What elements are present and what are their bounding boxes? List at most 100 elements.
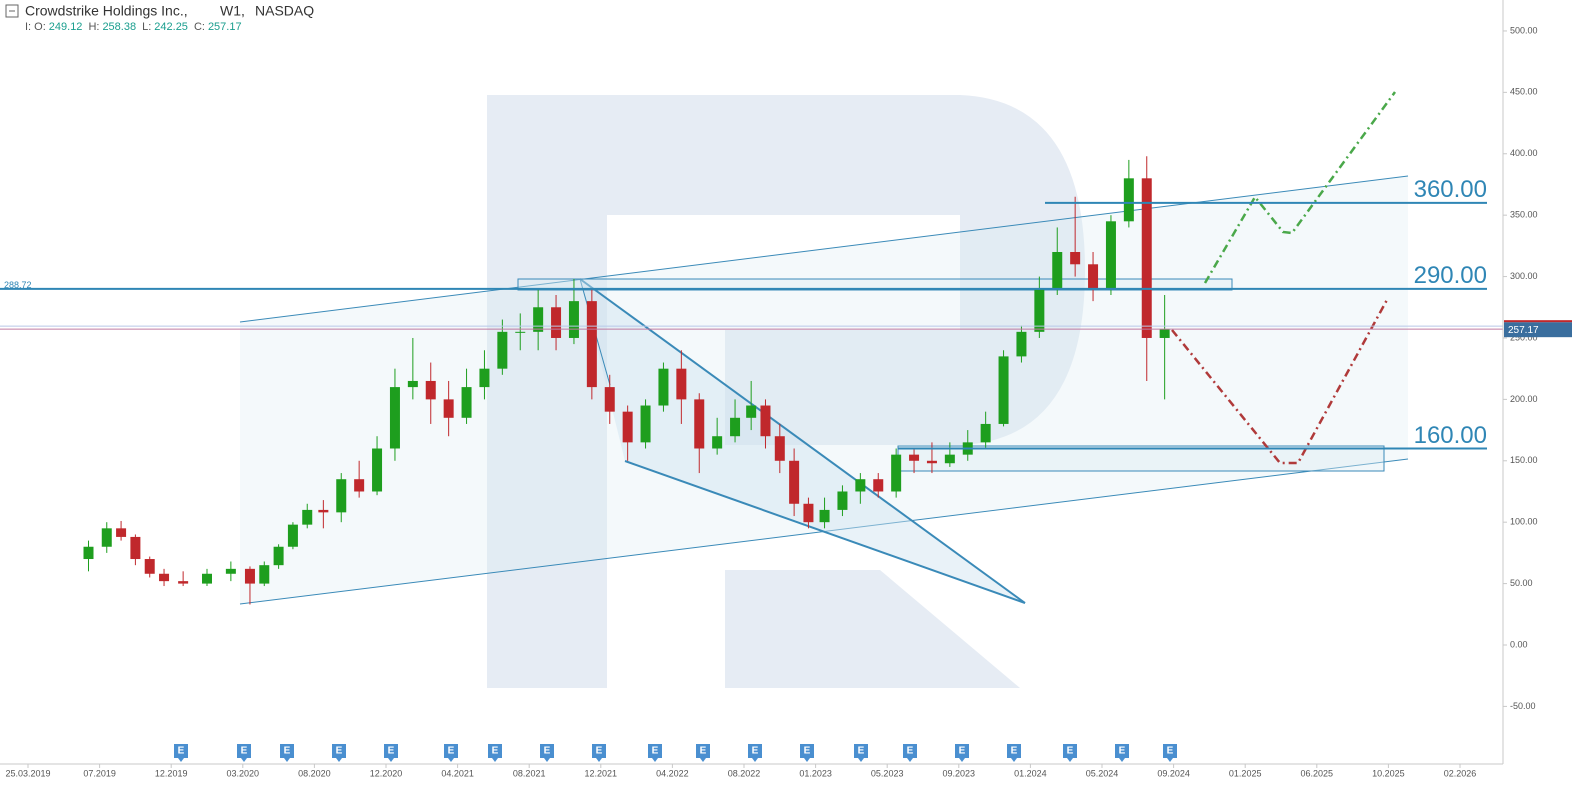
earnings-label: E xyxy=(700,746,707,757)
earnings-badge xyxy=(903,744,917,762)
earnings-badge xyxy=(237,744,251,762)
x-tick-label: 08.2022 xyxy=(728,768,761,778)
earnings-badge xyxy=(1163,744,1177,762)
earnings-badge xyxy=(174,744,188,762)
y-tick-label: 500.00 xyxy=(1510,25,1538,35)
trend-line xyxy=(579,278,1026,604)
earnings-badge xyxy=(488,744,502,762)
candle-body xyxy=(1141,178,1152,338)
earnings-badge xyxy=(444,744,458,762)
candle-body xyxy=(604,387,615,412)
earnings-label: E xyxy=(596,746,603,757)
x-tick-label: 05.2024 xyxy=(1086,768,1119,778)
ohlc-value: 242.25 xyxy=(154,21,188,33)
ohlc-label: L: xyxy=(142,21,151,33)
earnings-badge xyxy=(384,744,398,762)
x-tick-label: 05.2023 xyxy=(871,768,904,778)
level-label: 290.00 xyxy=(1414,262,1487,289)
candle-body xyxy=(101,528,112,547)
level-label: 160.00 xyxy=(1414,422,1487,449)
candle-body xyxy=(551,307,562,338)
symbol: Crowdstrike Holdings Inc., xyxy=(25,3,188,19)
zone xyxy=(517,278,1233,291)
x-tick-label: 10.2025 xyxy=(1372,768,1405,778)
ohlc-label: H: xyxy=(88,21,99,33)
earnings-label: E xyxy=(336,746,343,757)
candle-body xyxy=(83,546,94,560)
candle-body xyxy=(116,528,127,537)
candle-body xyxy=(443,399,454,418)
candle-body xyxy=(302,509,313,525)
ohlc-value: 258.38 xyxy=(102,21,136,33)
earnings-label: E xyxy=(448,746,455,757)
candle-body xyxy=(225,568,236,574)
candle-body xyxy=(1034,288,1045,332)
candle-body xyxy=(479,368,490,388)
ohlc-label: C: xyxy=(194,21,205,33)
forecast-down xyxy=(1171,297,1390,465)
trend-line xyxy=(624,460,1026,604)
x-tick-label: 08.2020 xyxy=(298,768,331,778)
earnings-label: E xyxy=(544,746,551,757)
earnings-label: E xyxy=(178,746,185,757)
x-tick-label: 12.2020 xyxy=(370,768,403,778)
candle-body xyxy=(819,509,830,523)
earnings-badge xyxy=(1007,744,1021,762)
earnings-badge xyxy=(332,744,346,762)
exchange: NASDAQ xyxy=(255,3,314,19)
earnings-badge xyxy=(800,744,814,762)
candle-body xyxy=(712,436,723,449)
earnings-label: E xyxy=(752,746,759,757)
candle-body xyxy=(774,436,785,461)
earnings-label: E xyxy=(1119,746,1126,757)
y-tick-label: 100.00 xyxy=(1510,517,1538,527)
x-tick-label: 07.2019 xyxy=(83,768,116,778)
plot: -50.00 0.00 50.00 100.00 150.00 200.00 250.00 3… xyxy=(0,25,1572,778)
ohlc-value: 249.12 xyxy=(49,21,83,33)
ohlc: I: O: 249.12 H: 258.38 L: 242.25 C: 257.17 xyxy=(25,21,242,33)
earnings-label: E xyxy=(652,746,659,757)
y-tick-label: 300.00 xyxy=(1510,271,1538,281)
y-tick-label: 50.00 xyxy=(1510,578,1533,588)
earnings-label: E xyxy=(241,746,248,757)
earnings-label: E xyxy=(804,746,811,757)
x-tick-label: 04.2022 xyxy=(656,768,689,778)
candle-body xyxy=(273,546,284,566)
candle-body xyxy=(1123,178,1134,222)
earnings-label: E xyxy=(388,746,395,757)
y-tick-label: 400.00 xyxy=(1510,148,1538,158)
channel-fill xyxy=(240,176,1408,604)
x-tick-label: 25.03.2019 xyxy=(5,768,50,778)
candle-body xyxy=(980,423,991,443)
candle-body xyxy=(622,411,633,443)
candle-body xyxy=(533,307,544,332)
candle-body xyxy=(354,479,365,492)
candle-body xyxy=(803,503,814,523)
candle-body xyxy=(336,479,347,513)
candle-body xyxy=(244,568,255,584)
x-tick-label: 01.2024 xyxy=(1014,768,1047,778)
x-tick-label: 09.2023 xyxy=(943,768,976,778)
candle-body xyxy=(855,479,866,492)
candle-body xyxy=(202,573,212,584)
candle-body xyxy=(407,380,418,388)
x-tick-label: 03.2020 xyxy=(227,768,260,778)
candle-body xyxy=(944,454,955,464)
earnings-badge xyxy=(1115,744,1129,762)
candle-body xyxy=(372,448,383,492)
x-tick-label: 01.2023 xyxy=(799,768,832,778)
x-tick-label: 06.2025 xyxy=(1301,768,1334,778)
x-tick-label: 09.2024 xyxy=(1157,768,1190,778)
ohlc-value: 257.17 xyxy=(208,21,242,33)
candle-body xyxy=(389,387,400,449)
watermark xyxy=(487,95,1085,688)
y-tick-label: 250.00 xyxy=(1510,332,1538,342)
candle-body xyxy=(909,454,920,461)
collapse-button[interactable] xyxy=(5,4,19,18)
candle-body xyxy=(789,460,800,504)
earnings-badge xyxy=(648,744,662,762)
earnings-label: E xyxy=(492,746,499,757)
earnings-badge xyxy=(592,744,606,762)
earnings-badge xyxy=(696,744,710,762)
